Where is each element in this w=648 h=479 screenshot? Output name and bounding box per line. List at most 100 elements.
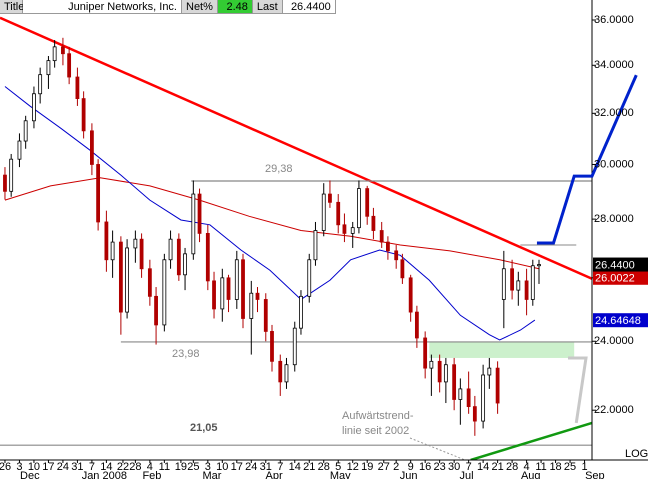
x-tick-label: 16 (419, 461, 431, 473)
x-tick-label: 26 (0, 461, 11, 473)
candle-body (452, 364, 457, 400)
annotation: 21,05 (190, 422, 218, 434)
x-tick-label: 14 (289, 461, 301, 473)
x-tick-label: 12 (347, 461, 359, 473)
candle-body (524, 280, 529, 300)
projection-arrow (536, 74, 638, 245)
candle-body (104, 221, 109, 261)
x-month-label: Aug (521, 470, 541, 479)
y-tick-label: 28.0000 (594, 213, 634, 225)
x-month-label: Apr (265, 470, 282, 479)
pointer-line (409, 437, 467, 460)
candle-body (429, 360, 434, 369)
scale-label: LOG (625, 448, 648, 460)
candle-body (371, 215, 376, 231)
x-tick-label: 21 (303, 461, 315, 473)
x-tick-label: 1 (581, 461, 587, 473)
x-tick-label: 11 (535, 461, 546, 473)
candle-body (458, 388, 463, 400)
candle-body (197, 193, 202, 234)
candle-body (423, 337, 428, 369)
candle-body (32, 93, 36, 122)
x-tick-label: 28 (506, 461, 518, 473)
x-tick-label: 19 (175, 461, 187, 473)
projection-arrow (567, 356, 588, 424)
candle-body (23, 120, 28, 142)
x-tick-label: 27 (378, 461, 390, 473)
candle-body (307, 259, 312, 297)
candle-body (61, 46, 65, 55)
candle-body (234, 259, 239, 300)
price-box-label: 26.0022 (595, 273, 635, 285)
candle-body (487, 367, 492, 376)
x-tick-label: 25 (564, 461, 576, 473)
candle-body (357, 188, 361, 229)
plot-area (0, 16, 592, 460)
x-tick-label: 17 (42, 461, 54, 473)
x-month-label: Dec (20, 470, 40, 479)
x-tick-label: 4 (147, 461, 153, 473)
candle-body (81, 98, 86, 132)
candle-body (46, 60, 51, 76)
price-box (593, 270, 648, 285)
trend-line (0, 16, 592, 280)
x-month-label: May (330, 470, 351, 479)
x-tick-label: 30 (448, 461, 460, 473)
candle-body (212, 280, 216, 310)
candle-body (510, 268, 515, 291)
y-tick-label: 22.0000 (594, 404, 634, 416)
candle-body (501, 268, 506, 300)
candle-body (379, 230, 384, 243)
candle-body (9, 158, 14, 192)
candle-body (466, 388, 471, 408)
candle-body (133, 238, 138, 249)
price-box (593, 257, 648, 272)
x-tick-label: 10 (216, 461, 228, 473)
candle-body (408, 277, 413, 313)
candle-body (495, 367, 500, 404)
header-value: 2.48 (217, 0, 253, 14)
candle-body (321, 193, 326, 231)
price-box-label: 26.4400 (595, 259, 635, 271)
x-tick-label: 25 (187, 461, 199, 473)
x-tick-label: 14 (477, 461, 489, 473)
x-tick-label: 22 (117, 461, 129, 473)
x-tick-label: 7 (277, 461, 283, 473)
x-tick-label: 31 (71, 461, 83, 473)
annotation: linie seit 2002 (342, 425, 409, 437)
y-tick-label: 32.0000 (594, 107, 634, 119)
price-box-label: 24.64648 (595, 315, 641, 327)
candle-body (400, 259, 405, 279)
candle-body (278, 360, 283, 383)
moving-average (4, 177, 540, 270)
candle-body (284, 364, 289, 383)
candle-body (226, 277, 231, 300)
annotation: 29,38 (265, 163, 293, 175)
header-label: Net% (182, 0, 218, 14)
candle-body (191, 193, 196, 255)
candle-body (139, 238, 144, 270)
trend-line (470, 421, 592, 460)
x-tick-label: 14 (100, 461, 112, 473)
candle-body (38, 74, 43, 95)
x-tick-label: 28 (129, 461, 141, 473)
candle-body (414, 311, 419, 339)
annotation: 23,98 (172, 348, 200, 360)
header-label: Title (0, 0, 24, 14)
candle-body (96, 164, 101, 223)
candle-body (394, 250, 399, 261)
candle-body (249, 292, 254, 319)
header-value: 26.4400 (282, 0, 336, 14)
candle-body (75, 76, 80, 100)
candle-body (176, 238, 181, 276)
y-tick-label: 30.0000 (594, 158, 634, 170)
candle-body (537, 264, 541, 267)
candle-body (147, 268, 152, 297)
candle-body (481, 374, 486, 422)
candle-body (350, 227, 355, 234)
candle-body (220, 277, 225, 310)
candle-body (183, 253, 187, 276)
candle-body (270, 331, 274, 362)
